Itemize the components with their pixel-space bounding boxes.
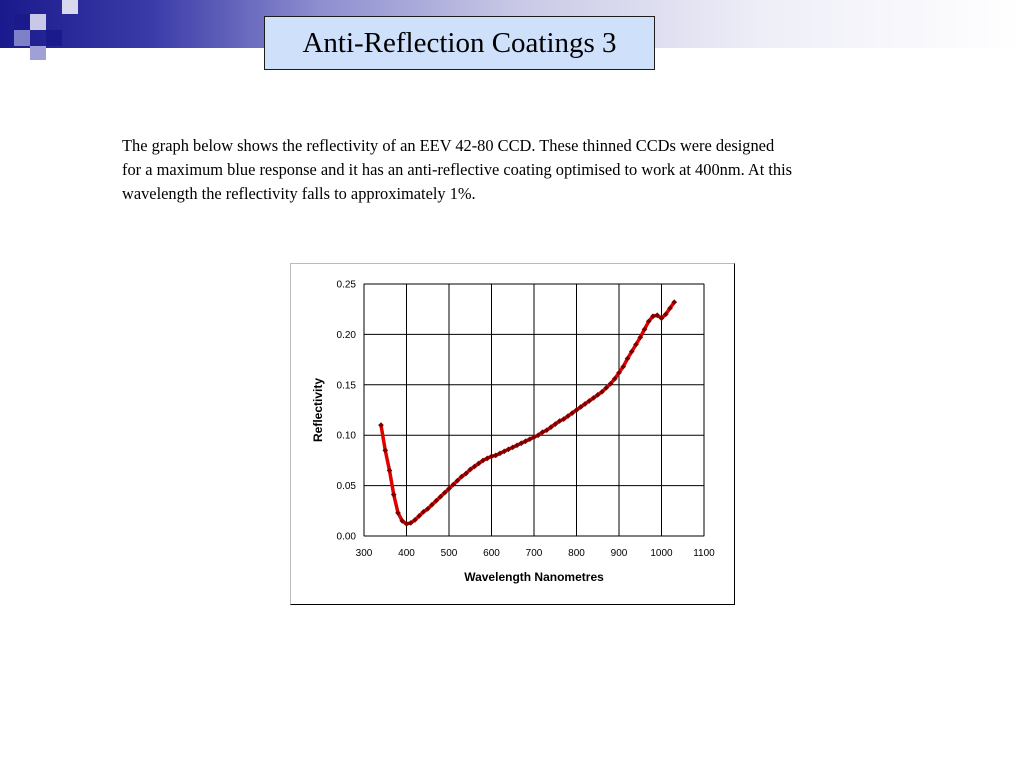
data-point: [577, 404, 584, 410]
y-tick-label: 0.25: [337, 280, 357, 291]
data-point: [480, 457, 486, 464]
data-point: [543, 427, 550, 433]
data-point: [416, 513, 423, 519]
data-point: [403, 521, 410, 527]
data-point: [386, 467, 393, 474]
x-axis-label: Wavelength Nanometres: [464, 570, 604, 584]
x-tick-label: 600: [483, 548, 500, 559]
x-tick-label: 800: [568, 548, 585, 559]
data-point: [569, 410, 576, 416]
decorative-square: [14, 14, 30, 30]
reflectivity-chart: 300 400 500 600 700 800 900 1000 1100 0.00 0.05 0.1…: [311, 280, 715, 585]
data-point: [624, 355, 631, 362]
decorative-square: [30, 46, 46, 60]
decorative-square: [46, 30, 62, 46]
data-point: [594, 392, 601, 398]
data-point: [599, 389, 605, 395]
data-point: [573, 407, 580, 413]
data-point: [658, 315, 665, 322]
data-point: [471, 463, 478, 470]
data-point: [514, 442, 520, 449]
data-point: [441, 489, 448, 496]
data-point: [382, 447, 389, 454]
title-box: Anti-Reflection Coatings 3: [264, 16, 655, 70]
y-tick-label: 0.00: [337, 532, 357, 543]
data-point: [475, 460, 482, 467]
data-point: [556, 418, 563, 424]
series-line: [379, 301, 676, 526]
data-point: [611, 375, 618, 382]
y-tick-label: 0.15: [337, 380, 357, 391]
data-point: [586, 398, 593, 404]
data-point: [637, 334, 644, 341]
decorative-square: [14, 30, 30, 46]
data-point: [446, 485, 452, 492]
paragraph-line: wavelength the reflectivity falls to app…: [122, 184, 476, 203]
data-point: [454, 477, 461, 484]
data-point: [628, 348, 635, 355]
data-point: [607, 380, 614, 387]
x-tick-label: 1000: [650, 548, 673, 559]
data-point: [641, 326, 648, 333]
data-point: [565, 413, 571, 419]
slide-title: Anti-Reflection Coatings 3: [302, 26, 617, 59]
paragraph-line: for a maximum blue response and it has a…: [122, 160, 793, 179]
paragraph-line: The graph below shows the reflectivity o…: [122, 136, 775, 155]
data-point: [539, 429, 546, 436]
data-point: [509, 444, 516, 451]
decorative-square: [30, 14, 46, 30]
y-tick-label: 0.05: [337, 481, 357, 492]
data-point: [424, 505, 431, 512]
data-point: [433, 497, 440, 504]
x-tick-label: 500: [441, 548, 458, 559]
data-point: [667, 305, 673, 312]
data-point: [620, 363, 627, 370]
data-point: [378, 422, 384, 428]
data-point: [645, 318, 652, 325]
data-point: [399, 518, 406, 524]
y-axis-label: Reflectivity: [311, 378, 325, 442]
data-point: [590, 395, 597, 401]
data-point: [650, 313, 656, 320]
data-point: [467, 466, 474, 473]
data-point: [633, 341, 639, 348]
data-point: [560, 416, 567, 422]
x-tick-label: 900: [611, 548, 628, 559]
data-point: [526, 436, 533, 443]
data-point: [535, 432, 542, 439]
data-point: [548, 424, 554, 430]
x-tick-label: 700: [526, 548, 543, 559]
data-point: [497, 450, 503, 457]
data-point: [488, 453, 495, 460]
data-point: [501, 448, 508, 455]
data-point: [450, 481, 457, 488]
data-point: [437, 493, 444, 500]
data-point: [463, 470, 469, 477]
data-point: [531, 434, 537, 441]
y-tick-label: 0.10: [337, 431, 357, 442]
data-point: [407, 520, 414, 526]
data-point: [458, 473, 465, 480]
data-point: [671, 299, 678, 305]
description-paragraph: The graph below shows the reflectivity o…: [122, 134, 952, 206]
data-point: [390, 491, 397, 498]
x-tick-label: 1100: [693, 548, 715, 559]
data-point: [505, 446, 512, 453]
data-point: [429, 501, 435, 508]
x-tick-label: 300: [356, 548, 373, 559]
x-tick-label: 400: [398, 548, 415, 559]
chart-frame: 300 400 500 600 700 800 900 1000 1100 0.00 0.05 0.1…: [290, 263, 735, 605]
data-point: [552, 421, 559, 427]
data-point: [662, 311, 669, 318]
data-point: [484, 455, 491, 462]
data-point: [492, 452, 499, 459]
data-point: [518, 440, 525, 447]
data-point: [522, 438, 529, 445]
data-point: [603, 384, 610, 391]
data-point: [582, 401, 588, 407]
decorative-square: [62, 0, 78, 14]
data-point: [654, 312, 661, 319]
data-point: [616, 369, 622, 376]
y-tick-label: 0.20: [337, 330, 357, 341]
